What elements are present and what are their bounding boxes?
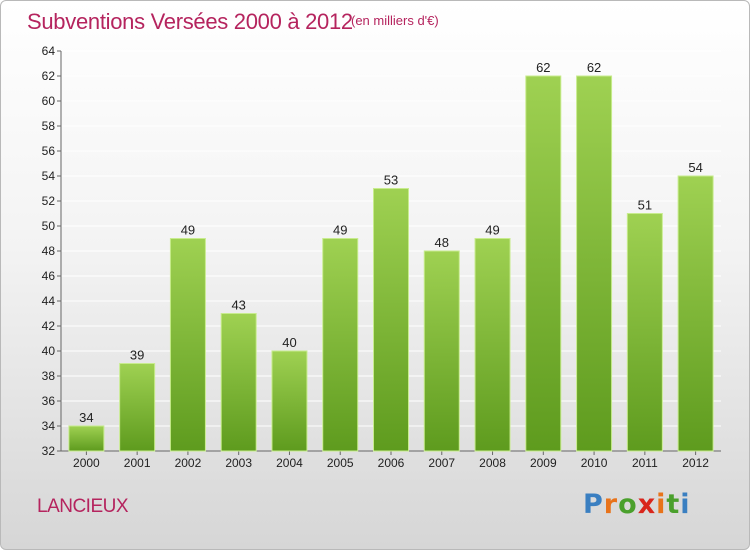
y-tick-label: 52 — [42, 194, 56, 208]
x-tick-label: 2003 — [225, 456, 252, 470]
y-tick-label: 54 — [42, 169, 56, 183]
bar — [474, 238, 511, 452]
y-tick-label: 38 — [42, 369, 56, 383]
data-label: 62 — [587, 60, 601, 75]
data-label: 39 — [130, 348, 144, 363]
x-tick-label: 2012 — [682, 456, 709, 470]
data-label: 54 — [688, 160, 702, 175]
logo-letter: i — [656, 489, 667, 520]
y-tick-label: 48 — [42, 244, 56, 258]
data-label: 49 — [181, 223, 195, 238]
bar — [423, 250, 460, 452]
logo-letter: P — [583, 489, 604, 520]
bar — [576, 75, 613, 452]
bar — [119, 363, 156, 452]
x-tick-label: 2006 — [378, 456, 405, 470]
bar — [271, 350, 308, 452]
data-label: 48 — [435, 235, 449, 250]
x-tick-label: 2005 — [327, 456, 354, 470]
y-tick-label: 44 — [42, 294, 56, 308]
data-label: 43 — [231, 298, 245, 313]
data-label: 40 — [282, 335, 296, 350]
bar — [169, 238, 206, 452]
x-tick-label: 2008 — [479, 456, 506, 470]
x-tick-label: 2009 — [530, 456, 557, 470]
bar — [68, 425, 105, 452]
logo-letter: r — [603, 489, 619, 520]
y-tick-label: 40 — [42, 344, 56, 358]
y-tick-label: 64 — [42, 44, 56, 58]
bar — [220, 313, 257, 452]
data-label: 53 — [384, 173, 398, 188]
x-tick-label: 2000 — [73, 456, 100, 470]
x-tick-label: 2002 — [175, 456, 202, 470]
y-tick-label: 36 — [42, 394, 56, 408]
x-tick-label: 2010 — [581, 456, 608, 470]
logo-letter: t — [666, 489, 681, 520]
logo-letter: o — [618, 489, 638, 520]
y-tick-label: 60 — [42, 94, 56, 108]
data-label: 62 — [536, 60, 550, 75]
y-tick-label: 32 — [42, 444, 56, 458]
y-tick-label: 50 — [42, 219, 56, 233]
chart-unit-note: (en milliers d'€) — [351, 13, 439, 28]
bar — [322, 238, 359, 452]
bar — [626, 213, 663, 452]
y-tick-label: 62 — [42, 69, 56, 83]
data-label: 49 — [485, 223, 499, 238]
data-labels: 34 39 49 43 40 49 53 48 49 62 62 51 54 — [79, 60, 703, 425]
bar — [525, 75, 562, 452]
y-tick-label: 42 — [42, 319, 56, 333]
bar — [677, 175, 714, 452]
logo-letter: i — [680, 489, 691, 520]
data-label: 51 — [638, 198, 652, 213]
data-label: 34 — [79, 410, 93, 425]
bar — [373, 188, 409, 452]
bars — [68, 75, 714, 452]
y-tick-label: 56 — [42, 144, 56, 158]
proxiti-logo: Proxiti — [583, 489, 691, 520]
x-tick-label: 2001 — [124, 456, 151, 470]
logo-letter: x — [637, 489, 657, 520]
y-tick-label: 46 — [42, 269, 56, 283]
chart-title: Subventions Versées 2000 à 2012 — [27, 9, 353, 34]
x-tick-label: 2011 — [632, 456, 658, 470]
place-name: LANCIEUX — [37, 496, 129, 517]
x-tick-label: 2004 — [276, 456, 303, 470]
data-label: 49 — [333, 223, 347, 238]
y-tick-label: 58 — [42, 119, 56, 133]
x-tick-label: 2007 — [428, 456, 455, 470]
y-tick-label: 34 — [42, 419, 56, 433]
